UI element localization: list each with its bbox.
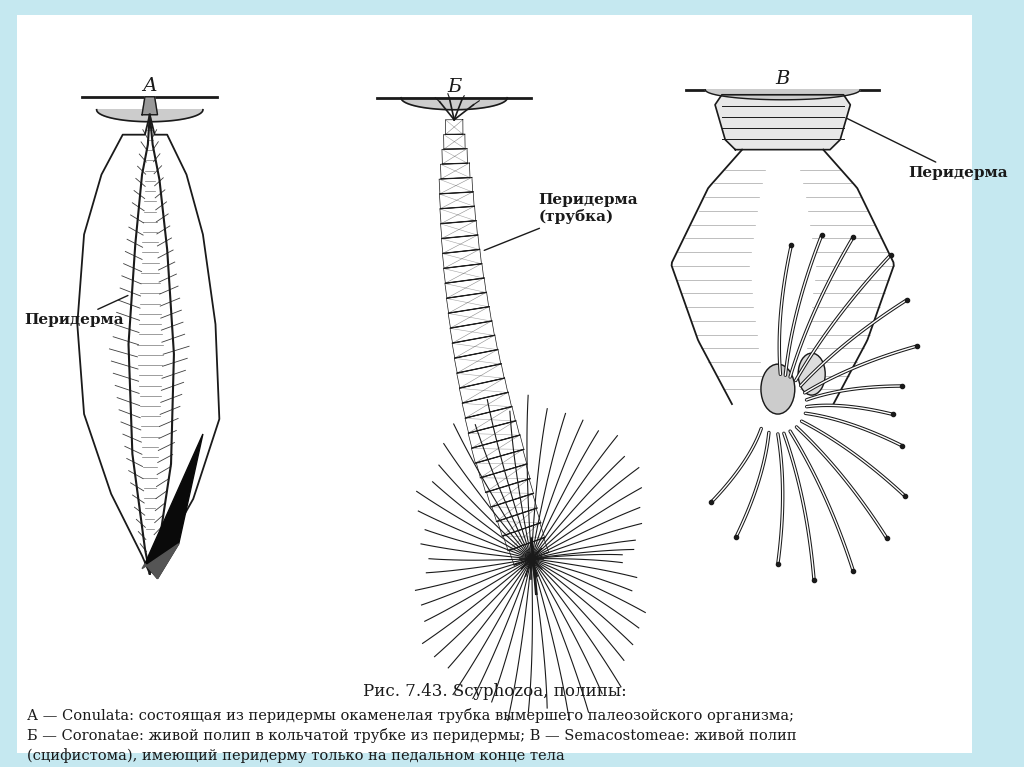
Polygon shape [455, 349, 501, 373]
Polygon shape [476, 449, 527, 478]
Polygon shape [445, 120, 463, 134]
Text: Б — Coronatae: живой полип в кольчатой трубке из перидермы; В — Semacostomeae: ж: Б — Coronatae: живой полип в кольчатой т… [27, 729, 797, 743]
Polygon shape [451, 321, 495, 343]
Polygon shape [706, 90, 860, 100]
Polygon shape [441, 235, 479, 253]
Polygon shape [443, 264, 483, 283]
Text: Перидерма: Перидерма [25, 295, 128, 328]
Ellipse shape [798, 353, 825, 395]
Text: Перидерма
(трубка): Перидерма (трубка) [484, 193, 638, 250]
Polygon shape [486, 479, 534, 507]
Polygon shape [444, 278, 486, 298]
Text: Рис. 7.43. Scyphozoa, полипы:: Рис. 7.43. Scyphozoa, полипы: [362, 683, 627, 700]
Text: (сцифистома), имеющий перидерму только на педальном конце тела: (сцифистома), имеющий перидерму только н… [27, 749, 565, 763]
Polygon shape [440, 163, 470, 179]
Polygon shape [442, 149, 468, 164]
Polygon shape [443, 134, 465, 150]
Ellipse shape [761, 364, 795, 414]
Polygon shape [77, 115, 219, 574]
Polygon shape [503, 523, 545, 551]
Text: Перидерма: Перидерма [846, 118, 1008, 180]
Polygon shape [439, 192, 474, 209]
Polygon shape [468, 420, 519, 448]
Polygon shape [498, 509, 541, 536]
Text: Б: Б [446, 77, 462, 96]
Text: А: А [142, 77, 157, 95]
Polygon shape [401, 97, 507, 110]
FancyBboxPatch shape [17, 15, 972, 753]
Polygon shape [142, 97, 158, 115]
Polygon shape [492, 493, 537, 522]
Text: В: В [775, 70, 790, 88]
Polygon shape [509, 538, 549, 565]
Polygon shape [142, 544, 179, 578]
Polygon shape [462, 392, 512, 418]
Polygon shape [715, 95, 850, 150]
Polygon shape [440, 206, 476, 223]
Polygon shape [471, 435, 524, 463]
Polygon shape [96, 110, 203, 122]
Polygon shape [440, 220, 477, 239]
Polygon shape [439, 177, 473, 194]
Polygon shape [145, 434, 203, 578]
Polygon shape [453, 335, 498, 358]
Polygon shape [460, 378, 508, 403]
Polygon shape [465, 407, 515, 433]
Polygon shape [449, 307, 492, 328]
Polygon shape [446, 292, 488, 313]
Polygon shape [481, 464, 530, 492]
Polygon shape [442, 249, 481, 268]
Text: А — Conulata: состоящая из перидермы окаменелая трубка вымершего палеозойского о: А — Conulata: состоящая из перидермы ока… [27, 709, 794, 723]
Polygon shape [457, 364, 504, 388]
